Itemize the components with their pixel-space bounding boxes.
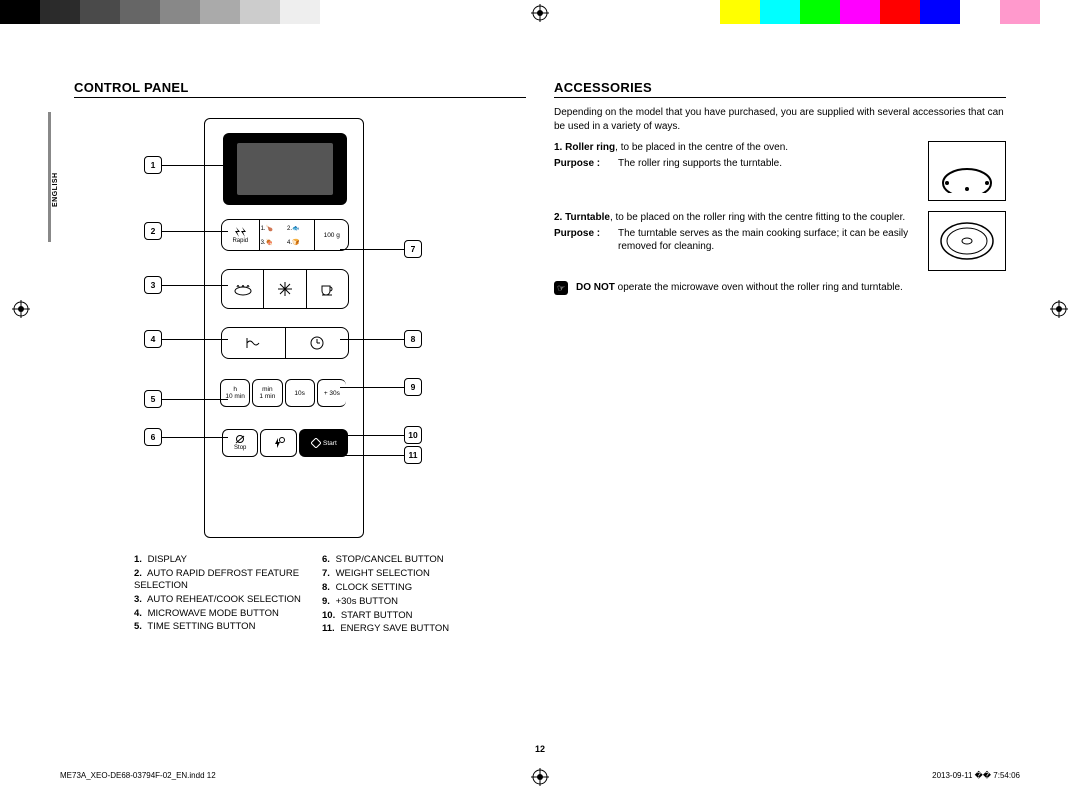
leader-line [162,165,228,166]
microwave-icon [222,328,286,358]
callout-10: 10 [404,426,422,444]
legend-item: 11. ENERGY SAVE BUTTON [322,623,492,635]
leader-line [340,339,404,340]
defrost-options: 1.🍗 2.🐟 3.🍖 4.🍞 [260,220,316,250]
legend-item: 1. DISPLAY [134,554,304,566]
leader-line [162,339,228,340]
time-cell-10s: 10s [285,379,315,407]
callout-9: 9 [404,378,422,396]
snowflake-icon [264,270,306,308]
leader-line [162,231,228,232]
callout-8: 8 [404,330,422,348]
leader-line [162,399,228,400]
section-heading-accessories: ACCESSORIES [554,80,1006,98]
time-setting-row: h10 min min1 min 10s + 30s [219,377,347,409]
leader-line [162,437,228,438]
stop-button: Stop [222,429,258,457]
print-footer: ME73A_XEO-DE68-03794F-02_EN.indd 12 2013… [60,771,1020,780]
callout-3: 3 [144,276,162,294]
section-heading-control-panel: CONTROL PANEL [74,80,526,98]
footer-timestamp: 2013-09-11 �� 7:54:06 [932,771,1020,780]
callout-1: 1 [144,156,162,174]
stop-start-row: Stop Start [221,427,349,459]
rapid-defrost-row: Rapid 1.🍗 2.🐟 3.🍖 4.🍞 100 g [221,219,349,251]
leader-line [340,435,404,436]
callout-2: 2 [144,222,162,240]
leader-line [340,455,404,456]
reheat-cook-row [221,269,349,309]
callout-5: 5 [144,390,162,408]
leader-line [340,387,404,388]
clock-icon [286,328,349,358]
legend-lists: 1. DISPLAY 2. AUTO RAPID DEFROST FEATURE … [74,554,526,637]
legend-item: 10. START BUTTON [322,610,492,622]
microwave-clock-row [221,327,349,359]
accessories-intro: Depending on the model that you have pur… [554,106,1006,133]
energy-save-button [260,429,296,457]
legend-item: 3. AUTO REHEAT/COOK SELECTION [134,594,304,606]
callout-4: 4 [144,330,162,348]
plate-icon [222,270,264,308]
control-panel-diagram: Rapid 1.🍗 2.🐟 3.🍖 4.🍞 100 g [74,106,526,546]
time-cell-30s: + 30s [317,379,346,407]
footer-filename: ME73A_XEO-DE68-03794F-02_EN.indd 12 [60,771,216,780]
rapid-icon: Rapid [222,220,260,250]
warning-note: ☞ DO NOT operate the microwave oven with… [554,281,1006,295]
weight-cell: 100 g [315,220,348,250]
legend-item: 7. WEIGHT SELECTION [322,568,492,580]
time-cell-min: min1 min [252,379,282,407]
warning-icon: ☞ [554,281,568,295]
legend-item: 9. +30s BUTTON [322,596,492,608]
leader-line [340,249,404,250]
legend-item: 4. MICROWAVE MODE BUTTON [134,608,304,620]
accessory-item-turntable: 2. Turntable, to be placed on the roller… [554,211,1006,271]
panel-body: Rapid 1.🍗 2.🐟 3.🍖 4.🍞 100 g [204,118,364,538]
registration-mark-icon [1050,300,1068,318]
start-button: Start [299,429,348,457]
callout-7: 7 [404,240,422,258]
language-label: ENGLISH [52,172,59,207]
accessory-item-roller-ring: 1. Roller ring, to be placed in the cent… [554,141,1006,201]
page-number: 12 [0,744,1080,754]
registration-mark-icon [12,300,30,318]
leader-line [162,285,228,286]
cup-icon [307,270,348,308]
turntable-icon [928,211,1006,271]
display-screen [223,133,347,205]
legend-item: 6. STOP/CANCEL BUTTON [322,554,492,566]
legend-item: 8. CLOCK SETTING [322,582,492,594]
roller-ring-icon [928,141,1006,201]
callout-11: 11 [404,446,422,464]
registration-mark-icon [531,4,549,22]
time-cell-h: h10 min [220,379,250,407]
legend-item: 2. AUTO RAPID DEFROST FEATURE SELECTION [134,568,304,592]
legend-item: 5. TIME SETTING BUTTON [134,621,304,633]
callout-6: 6 [144,428,162,446]
